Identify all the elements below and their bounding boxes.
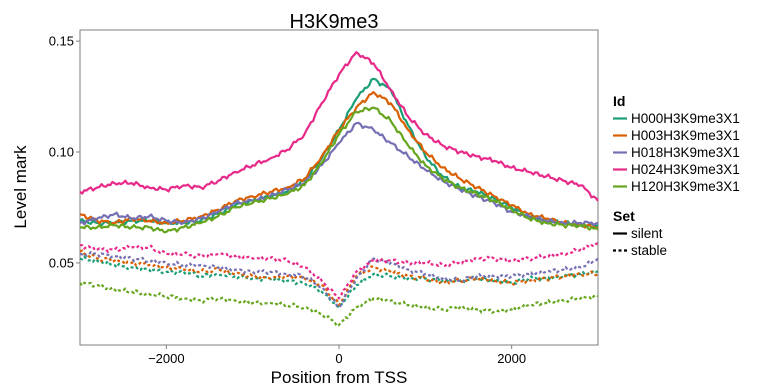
- legend-label-silent: silent: [631, 226, 663, 241]
- series-layer: [79, 51, 599, 328]
- legend-label-h000h3k9me3x1: H000H3K9me3X1: [631, 111, 740, 126]
- series-line-h120h3k9me3x1-stable: [79, 281, 599, 328]
- y-tick-label: 0.10: [49, 145, 74, 160]
- y-axis-title: Level mark: [11, 145, 30, 229]
- x-tick-label: 2000: [497, 351, 526, 366]
- legend: Id H000H3K9me3X1 H003H3K9me3X1 H018H3K9me3X…: [613, 93, 740, 258]
- plot-panel: [79, 29, 599, 346]
- series-line-h120h3k9me3x1-silent: [79, 106, 599, 234]
- legend-label-h120h3k9me3x1: H120H3K9me3X1: [631, 179, 740, 194]
- series-line-h003h3k9me3x1-stable: [79, 249, 599, 307]
- y-axis: 0.05 0.10 0.15: [49, 34, 80, 270]
- x-axis-title: Position from TSS: [271, 368, 408, 385]
- chart-title: H3K9me3: [290, 11, 379, 33]
- series-line-h003h3k9me3x1-silent: [79, 90, 599, 230]
- series-line-h024h3k9me3x1-silent: [79, 51, 599, 202]
- legend-label-stable: stable: [631, 243, 667, 258]
- legend-title-id: Id: [613, 93, 625, 109]
- x-tick-label: 0: [335, 351, 342, 366]
- legend-label-h003h3k9me3x1: H003H3K9me3X1: [631, 128, 740, 143]
- y-tick-label: 0.15: [49, 34, 74, 49]
- y-tick-label: 0.05: [49, 255, 74, 270]
- series-line-h000h3k9me3x1-stable: [79, 255, 599, 309]
- legend-title-set: Set: [613, 208, 635, 224]
- x-tick-label: −2000: [148, 351, 185, 366]
- series-line-h024h3k9me3x1-stable: [80, 242, 599, 300]
- x-axis: −2000 0 2000: [148, 345, 526, 366]
- plot-area: [79, 29, 599, 346]
- legend-label-h024h3k9me3x1: H024H3K9me3X1: [631, 162, 740, 177]
- legend-label-h018h3k9me3x1: H018H3K9me3X1: [631, 145, 740, 160]
- series-line-h018h3k9me3x1-silent: [79, 121, 599, 227]
